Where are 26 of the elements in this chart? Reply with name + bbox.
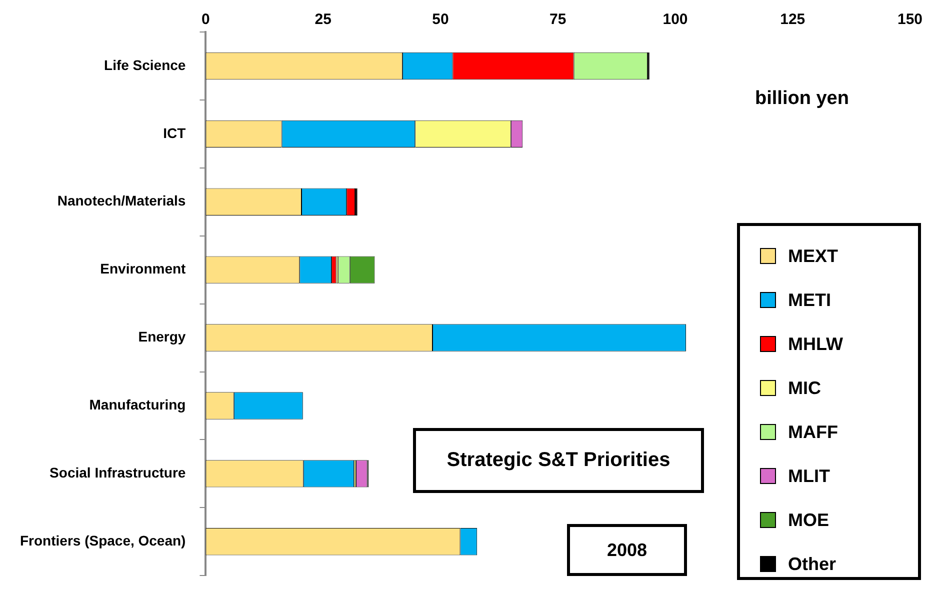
- x-tick-label: 25: [314, 11, 332, 28]
- legend-label: MEXT: [788, 246, 838, 266]
- y-tick-label: Environment: [100, 260, 186, 277]
- x-tick-label: 75: [550, 11, 566, 28]
- x-tick-label: 125: [780, 11, 806, 28]
- x-tick-label: 50: [432, 11, 449, 28]
- x-tick-label: 100: [662, 11, 688, 28]
- legend-label: MOE: [788, 510, 830, 530]
- annotation: billion yen: [755, 88, 849, 110]
- y-tick-label: ICT: [163, 124, 186, 141]
- text: Strategic S&T Priorities: [413, 428, 704, 493]
- y-tick-label: Life Science: [104, 56, 186, 73]
- legend-label: MHLW: [788, 334, 843, 354]
- y-tick-label: Energy: [138, 328, 186, 345]
- legend-label: MLIT: [788, 466, 830, 486]
- legend-label: METI: [788, 290, 831, 310]
- legend-label: MIC: [788, 378, 821, 398]
- y-tick-label: Social Infrastructure: [50, 464, 186, 481]
- x-tick-label: 150: [897, 11, 923, 28]
- legend-label: MAFF: [788, 422, 838, 442]
- y-tick-label: Manufacturing: [89, 396, 186, 413]
- y-tick-label: Nanotech/Materials: [57, 192, 186, 209]
- text: 2008: [567, 524, 687, 576]
- y-tick-label: Frontiers (Space, Ocean): [20, 532, 186, 548]
- x-tick-label: 0: [202, 11, 210, 28]
- legend-label: Other: [788, 554, 836, 574]
